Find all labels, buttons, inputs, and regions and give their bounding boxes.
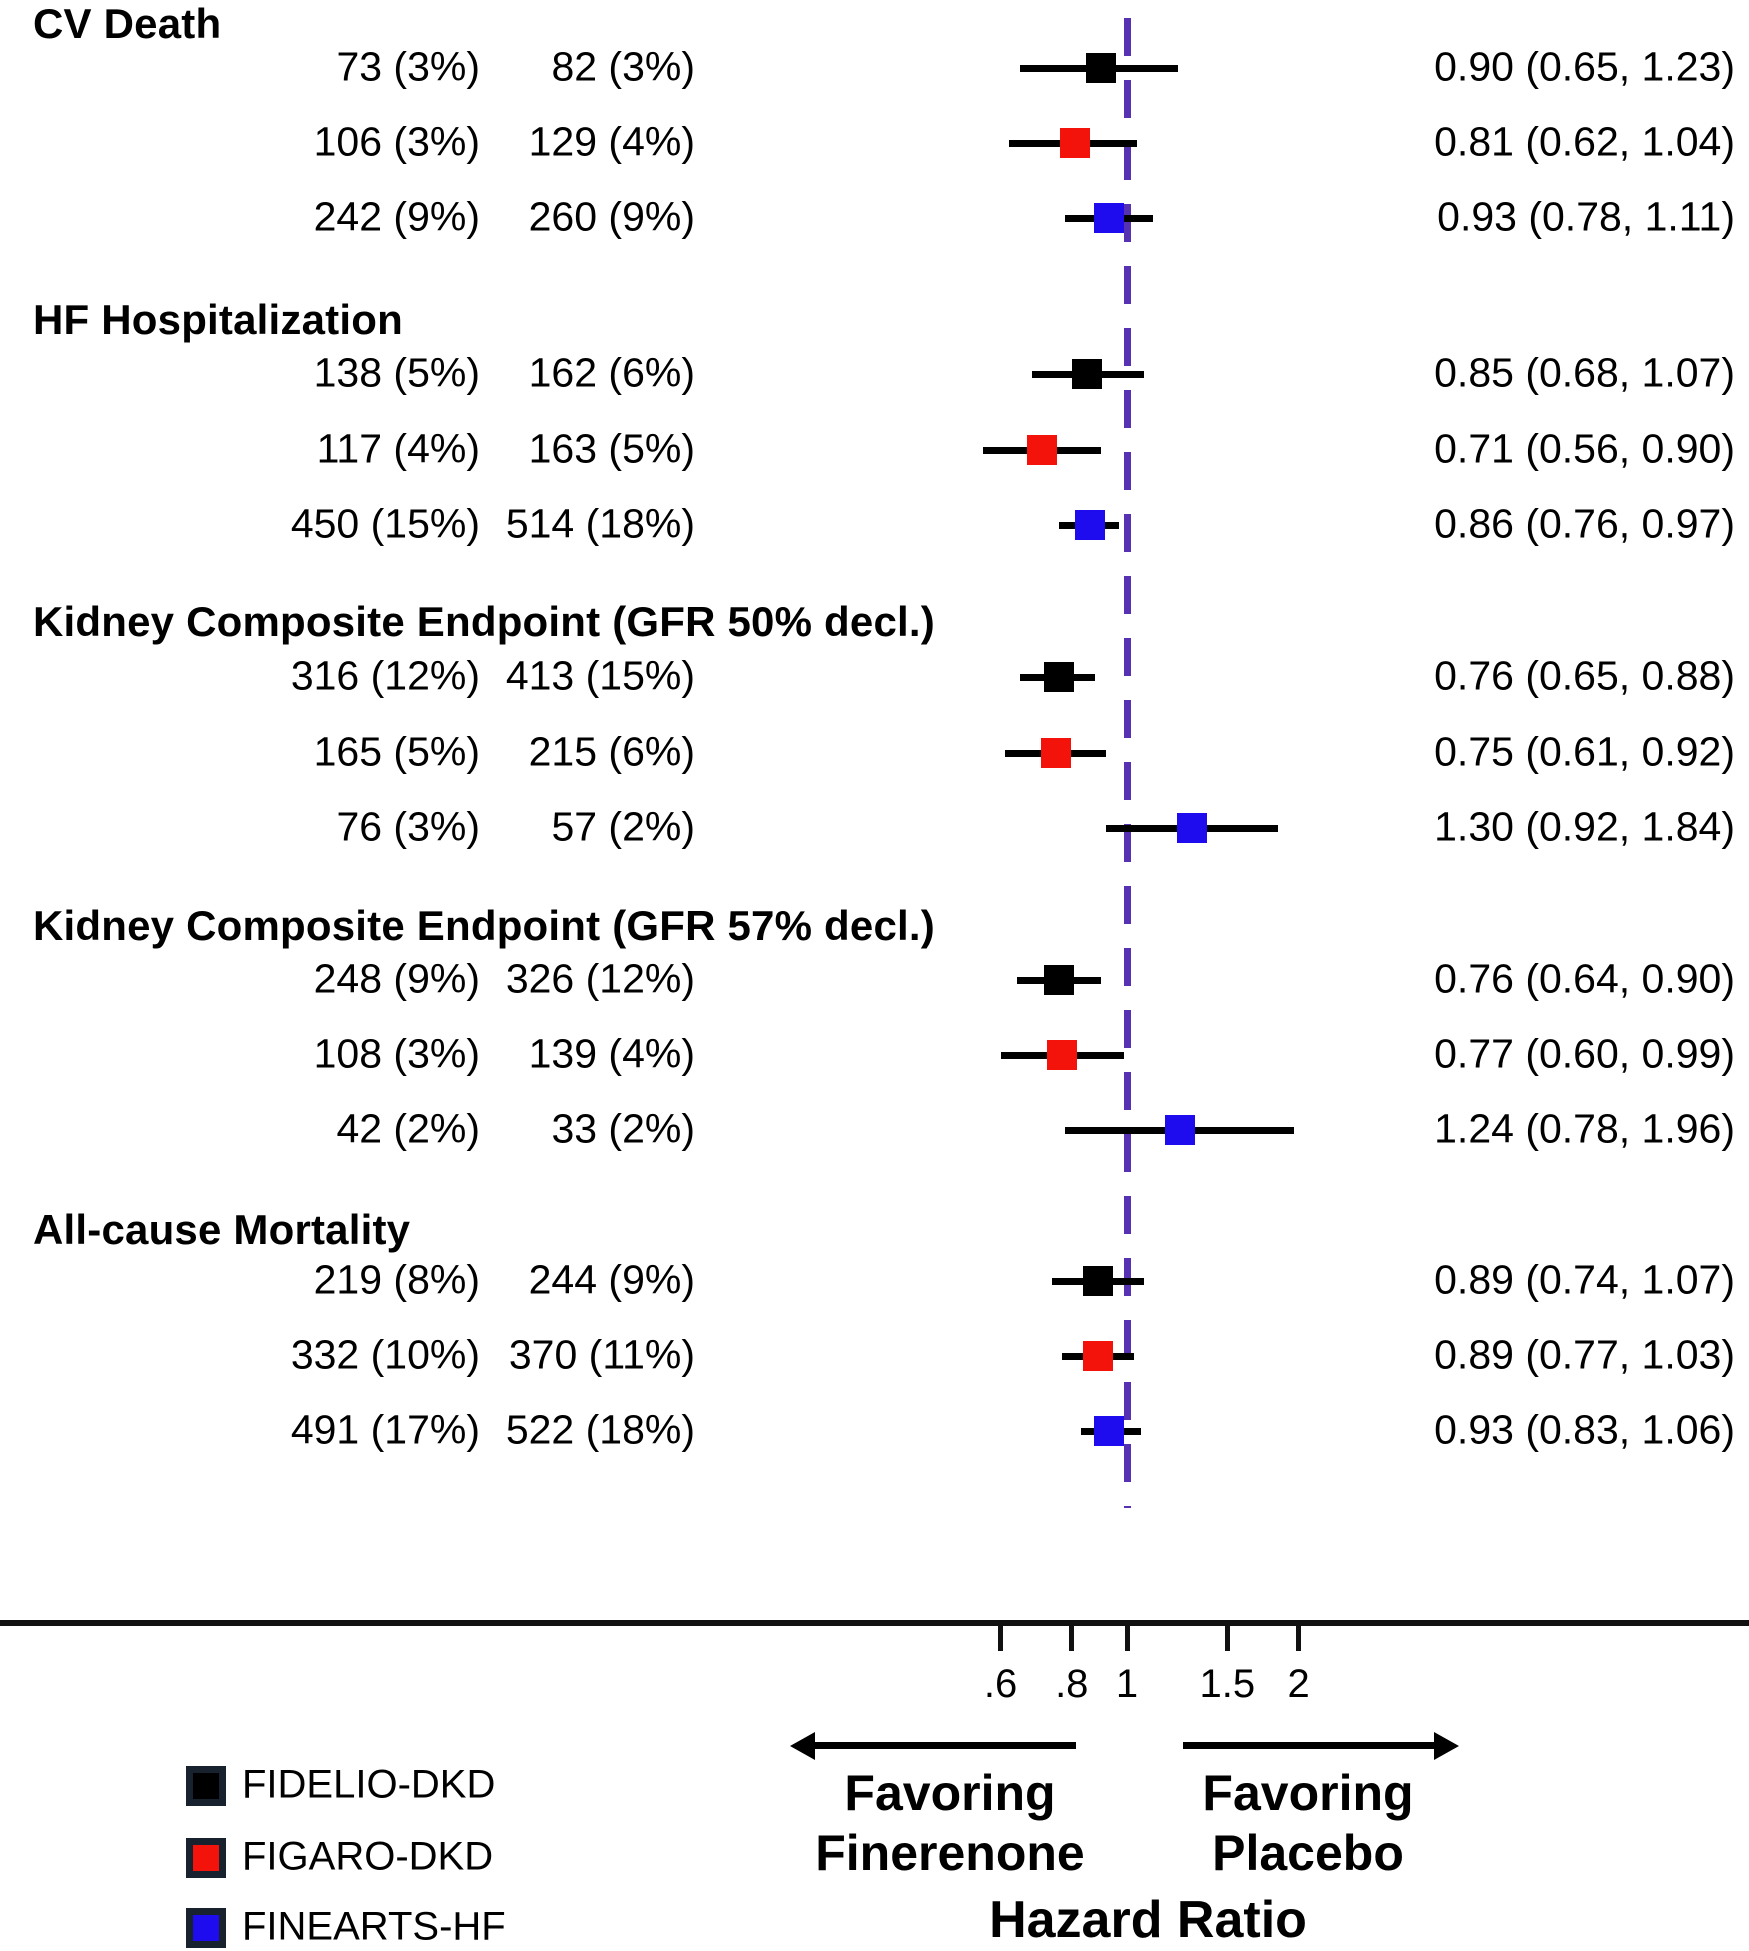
row-finerenone-count: 106 (3%) bbox=[313, 118, 480, 165]
row-hr-text: 0.81 (0.62, 1.04) bbox=[1434, 118, 1735, 165]
row-placebo-count: 522 (18%) bbox=[505, 1406, 695, 1453]
favoring-placebo-label-line2: Placebo bbox=[1212, 1825, 1404, 1881]
row-placebo-count: 162 (6%) bbox=[528, 349, 695, 396]
row-hr-text: 0.90 (0.65, 1.23) bbox=[1434, 43, 1735, 90]
row-finerenone-count: 165 (5%) bbox=[313, 728, 480, 775]
row-hr-text: 0.93 (0.83, 1.06) bbox=[1434, 1406, 1735, 1453]
row-placebo-count: 244 (9%) bbox=[528, 1256, 695, 1303]
legend-swatch-figaro-icon bbox=[186, 1838, 226, 1878]
group-header: Kidney Composite Endpoint (GFR 57% decl.… bbox=[33, 902, 935, 950]
arrow-line bbox=[1183, 1742, 1435, 1749]
hazard-ratio-label: Hazard Ratio bbox=[989, 1891, 1307, 1949]
row-placebo-count: 413 (15%) bbox=[505, 652, 695, 699]
reference-line bbox=[1123, 18, 1131, 1508]
row-placebo-count: 129 (4%) bbox=[528, 118, 695, 165]
legend-label: FIDELIO-DKD bbox=[242, 1762, 496, 1807]
row-hr-marker bbox=[1047, 1040, 1078, 1070]
x-axis-tick bbox=[998, 1624, 1004, 1651]
row-finerenone-count: 108 (3%) bbox=[313, 1030, 480, 1077]
row-finerenone-count: 42 (2%) bbox=[336, 1105, 480, 1152]
row-hr-marker bbox=[1074, 510, 1105, 540]
x-axis-tick bbox=[1224, 1624, 1230, 1651]
row-hr-text: 0.77 (0.60, 0.99) bbox=[1434, 1030, 1735, 1077]
row-placebo-count: 514 (18%) bbox=[505, 500, 695, 547]
row-hr-text: 0.71 (0.56, 0.90) bbox=[1434, 425, 1735, 472]
row-finerenone-count: 73 (3%) bbox=[336, 43, 480, 90]
x-axis-tick-label: 1.5 bbox=[1199, 1662, 1256, 1706]
row-hr-marker bbox=[1059, 128, 1090, 158]
favoring-finerenone-label-line2: Finerenone bbox=[815, 1825, 1085, 1881]
row-hr-marker bbox=[1071, 359, 1102, 389]
row-finerenone-count: 491 (17%) bbox=[290, 1406, 480, 1453]
left-arrow-head-icon bbox=[790, 1732, 815, 1760]
row-placebo-count: 57 (2%) bbox=[551, 803, 695, 850]
legend-label: FINEARTS-HF bbox=[242, 1904, 506, 1949]
row-hr-text: 0.89 (0.74, 1.07) bbox=[1434, 1256, 1735, 1303]
arrow-line bbox=[812, 1742, 1076, 1749]
row-hr-marker bbox=[1094, 203, 1125, 233]
x-axis-tick-label: .8 bbox=[1055, 1662, 1089, 1706]
group-header: CV Death bbox=[33, 0, 222, 48]
x-axis-tick-label: 1 bbox=[1115, 1662, 1139, 1706]
row-hr-marker bbox=[1027, 435, 1058, 465]
row-hr-text: 0.89 (0.77, 1.03) bbox=[1434, 1331, 1735, 1378]
row-hr-marker bbox=[1083, 1266, 1114, 1296]
group-header: All-cause Mortality bbox=[33, 1206, 411, 1254]
legend-swatch-finearts-icon bbox=[186, 1908, 226, 1948]
row-hr-marker bbox=[1165, 1115, 1196, 1145]
row-hr-text: 0.85 (0.68, 1.07) bbox=[1434, 349, 1735, 396]
row-hr-marker bbox=[1044, 965, 1075, 995]
row-finerenone-count: 117 (4%) bbox=[316, 425, 480, 472]
row-finerenone-count: 242 (9%) bbox=[313, 193, 480, 240]
x-axis-tick bbox=[1069, 1624, 1075, 1651]
row-placebo-count: 326 (12%) bbox=[505, 955, 695, 1002]
row-finerenone-count: 76 (3%) bbox=[336, 803, 480, 850]
row-finerenone-count: 219 (8%) bbox=[313, 1256, 480, 1303]
row-hr-marker bbox=[1085, 53, 1116, 83]
row-hr-marker bbox=[1044, 662, 1075, 692]
row-hr-text: 0.86 (0.76, 0.97) bbox=[1434, 500, 1735, 547]
favoring-placebo-label-line1: Favoring bbox=[1202, 1765, 1414, 1821]
row-hr-marker bbox=[1176, 813, 1207, 843]
row-hr-marker bbox=[1094, 1416, 1125, 1446]
row-finerenone-count: 450 (15%) bbox=[290, 500, 480, 547]
legend-swatch-fidelio-icon bbox=[186, 1766, 226, 1806]
x-axis-tick bbox=[1124, 1624, 1130, 1651]
row-hr-text: 1.30 (0.92, 1.84) bbox=[1434, 803, 1735, 850]
row-finerenone-count: 138 (5%) bbox=[313, 349, 480, 396]
row-finerenone-count: 332 (10%) bbox=[290, 1331, 480, 1378]
x-axis-tick-label: .6 bbox=[983, 1662, 1018, 1706]
row-hr-text: 1.24 (0.78, 1.96) bbox=[1434, 1105, 1735, 1152]
row-placebo-count: 215 (6%) bbox=[528, 728, 695, 775]
row-placebo-count: 139 (4%) bbox=[528, 1030, 695, 1077]
row-placebo-count: 260 (9%) bbox=[528, 193, 695, 240]
row-hr-text: 0.93 (0.78, 1.11) bbox=[1437, 193, 1735, 240]
row-placebo-count: 82 (3%) bbox=[551, 43, 695, 90]
row-hr-marker bbox=[1083, 1341, 1114, 1371]
favoring-finerenone-label-line1: Favoring bbox=[844, 1765, 1056, 1821]
group-header: Kidney Composite Endpoint (GFR 50% decl.… bbox=[33, 598, 935, 646]
x-axis-tick bbox=[1296, 1624, 1302, 1651]
row-placebo-count: 370 (11%) bbox=[508, 1331, 695, 1378]
legend-label: FIGARO-DKD bbox=[242, 1834, 494, 1879]
row-placebo-count: 33 (2%) bbox=[551, 1105, 695, 1152]
right-arrow-head-icon bbox=[1434, 1732, 1459, 1760]
row-hr-text: 0.76 (0.64, 0.90) bbox=[1434, 955, 1735, 1002]
row-hr-text: 0.75 (0.61, 0.92) bbox=[1434, 728, 1735, 775]
row-finerenone-count: 316 (12%) bbox=[290, 652, 480, 699]
x-axis-tick-label: 2 bbox=[1287, 1662, 1310, 1706]
row-hr-marker bbox=[1040, 738, 1071, 768]
row-placebo-count: 163 (5%) bbox=[528, 425, 695, 472]
row-finerenone-count: 248 (9%) bbox=[313, 955, 480, 1002]
x-axis-line bbox=[0, 1620, 1749, 1626]
group-header: HF Hospitalization bbox=[33, 296, 403, 344]
row-hr-text: 0.76 (0.65, 0.88) bbox=[1434, 652, 1735, 699]
